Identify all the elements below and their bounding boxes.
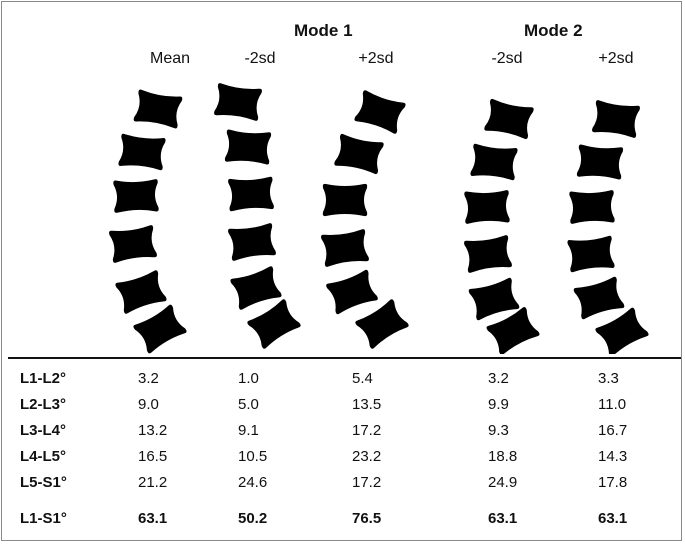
vertebra-shape [569,190,615,224]
angle-value-mode2-minus: 18.8 [488,448,518,465]
angle-value-mean: 9.0 [138,396,159,413]
column-header-mode1-plus: +2sd [358,50,394,67]
group-title-mode-2: Mode 2 [524,21,583,40]
vertebra-shape [113,179,159,213]
row-label-l5-s1: L5-S1° [20,474,67,491]
angle-value-mode1-plus: 23.2 [352,448,382,465]
vertebra-shape [109,225,157,263]
vertebra-shape [484,98,534,140]
vertebra-shape [464,190,510,224]
vertebra-shape [133,304,187,354]
vertebra-shape [470,143,518,181]
column-header-mode2-minus: -2sd [491,50,523,67]
row-label-l1-l2: L1-L2° [20,370,67,387]
vertebra-shape [576,144,624,180]
column-header-mean: Mean [149,50,191,67]
row-label-l2-l3: L2-L3° [20,396,67,413]
vertebra-shape [592,100,640,138]
row-label-l1-s1: L1-S1° [20,510,67,527]
angle-value-mode1-plus: 13.5 [352,396,382,413]
angle-value-mode2-minus: 9.9 [488,396,509,413]
group-title-mode-1: Mode 1 [294,21,353,40]
angle-value-mean: 3.2 [138,370,159,387]
vertebra-shape [595,307,649,354]
angle-value-mode1-minus: 24.6 [238,474,268,491]
angle-value-mode1-minus: 5.0 [238,396,259,413]
angle-value-mode2-plus: 11.0 [598,396,627,413]
vertebra-shape [118,133,166,171]
row-label-l3-l4: L3-L4° [20,422,67,439]
table-divider [8,357,681,359]
angle-value-mode2-minus: 3.2 [488,370,509,387]
column-header-mode2-plus: +2sd [598,50,634,67]
vertebra-shape [321,229,369,267]
angle-value-mode1-plus: 17.2 [352,474,382,491]
vertebra-shape [115,270,167,314]
vertebra-shape [228,176,274,212]
spine-shapes [109,83,649,354]
angle-value-mode2-plus: 3.3 [598,370,619,387]
vertebra-shape [573,276,625,320]
angle-value-mode2-minus: 9.3 [488,422,509,439]
total-value-mode1-plus: 76.5 [352,510,382,527]
angle-value-mean: 21.2 [138,474,168,491]
vertebra-shape [355,299,409,349]
row-label-l4-l5: L4-L5° [20,448,67,465]
angle-value-mode1-minus: 10.5 [238,448,268,465]
vertebra-shape [567,235,615,273]
vertebra-shape [464,235,512,273]
vertebra-shape [230,266,282,310]
total-value-mode2-plus: 63.1 [598,510,628,527]
angle-value-mode2-minus: 24.9 [488,474,518,491]
angle-value-mode2-plus: 17.8 [598,474,628,491]
angle-value-mode2-plus: 16.7 [598,422,628,439]
vertebra-shape [214,83,262,121]
angle-value-mean: 16.5 [138,448,168,465]
angle-value-mode1-plus: 5.4 [352,370,373,387]
angle-value-mode1-minus: 9.1 [238,422,259,439]
angle-value-mode1-plus: 17.2 [352,422,382,439]
vertebra-shape [322,183,368,217]
total-value-mode1-minus: 50.2 [238,510,268,527]
angle-value-mode1-minus: 1.0 [238,370,259,387]
angle-value-mean: 13.2 [138,422,168,439]
vertebra-shape [247,299,301,349]
vertebra-shape [354,90,406,134]
total-value-mean: 63.1 [138,510,168,527]
vertebra-shape [228,223,276,261]
total-value-mode2-minus: 63.1 [488,510,518,527]
angle-value-mode2-plus: 14.3 [598,448,628,465]
vertebra-shape [468,277,520,321]
column-header-mode1-minus: -2sd [244,50,276,67]
vertebra-shape [133,89,183,129]
vertebra-shape [486,306,540,354]
vertebra-shape [334,133,384,175]
vertebra-shape [224,129,272,165]
vertebra-shape [326,269,378,315]
